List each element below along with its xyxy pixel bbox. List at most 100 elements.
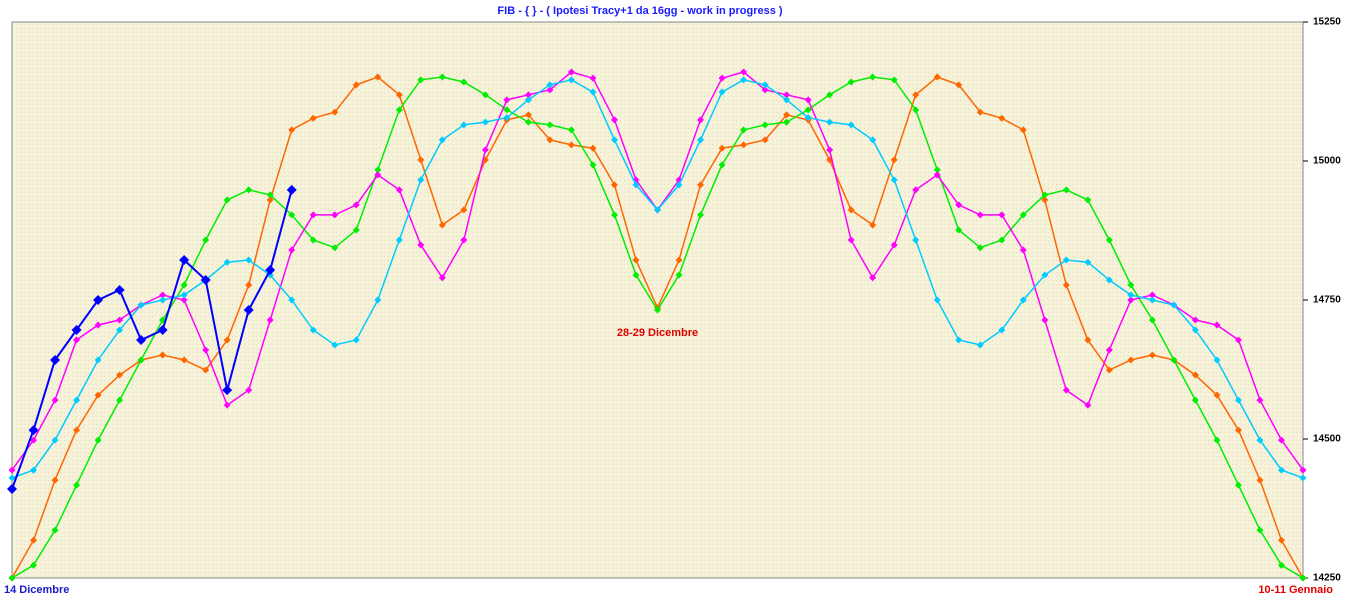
point-marker — [567, 141, 575, 149]
y-tick-label: 14250 — [1313, 573, 1341, 584]
point-marker — [783, 111, 791, 119]
point-marker — [697, 136, 705, 144]
point-marker — [654, 306, 661, 314]
point-marker — [1041, 271, 1049, 279]
point-marker — [1062, 256, 1070, 264]
point-marker — [1084, 401, 1092, 409]
point-marker — [589, 74, 597, 82]
point-marker — [718, 74, 726, 82]
point-marker — [697, 181, 705, 189]
point-marker — [1256, 526, 1264, 534]
point-marker — [697, 211, 705, 219]
point-marker — [847, 78, 855, 86]
point-marker — [309, 236, 317, 244]
point-marker — [675, 256, 683, 264]
point-marker — [740, 68, 748, 76]
y-tick-label: 15000 — [1313, 156, 1341, 167]
y-tick-label: 15250 — [1313, 17, 1341, 28]
point-marker — [869, 221, 877, 229]
point-marker — [93, 295, 104, 305]
point-marker — [632, 181, 640, 189]
point-marker — [804, 106, 812, 114]
point-marker — [1234, 396, 1242, 404]
point-marker — [50, 355, 61, 366]
point-marker — [460, 121, 468, 129]
point-marker — [288, 211, 296, 219]
point-marker — [1084, 258, 1092, 266]
point-marker — [761, 136, 769, 144]
point-marker — [417, 241, 425, 249]
point-marker — [460, 206, 468, 214]
point-marker — [417, 156, 425, 164]
point-marker — [395, 106, 403, 114]
plot-area — [11, 21, 1304, 579]
point-marker — [1299, 574, 1307, 582]
point-marker — [524, 91, 532, 99]
point-marker — [245, 186, 253, 194]
point-marker — [998, 114, 1006, 122]
point-marker — [223, 401, 231, 409]
point-marker — [7, 484, 17, 495]
point-marker — [159, 296, 167, 304]
point-marker — [567, 76, 575, 84]
point-marker — [223, 196, 231, 204]
point-marker — [740, 126, 748, 134]
point-marker — [847, 206, 855, 214]
point-marker — [524, 118, 532, 126]
point-marker — [180, 291, 188, 299]
point-marker — [395, 91, 403, 99]
point-marker — [740, 76, 748, 84]
point-marker — [159, 351, 167, 359]
point-marker — [460, 78, 468, 86]
point-marker — [610, 181, 618, 189]
point-marker — [589, 144, 597, 152]
series-line — [11, 189, 293, 490]
point-marker — [1256, 476, 1264, 484]
x-tick-label: 10-11 Gennaio — [1258, 584, 1333, 596]
point-marker — [309, 211, 317, 219]
point-marker — [374, 296, 382, 304]
point-marker — [826, 91, 834, 99]
point-marker — [137, 301, 145, 309]
point-marker — [374, 166, 382, 174]
point-marker — [654, 206, 661, 214]
point-marker — [180, 356, 188, 364]
point-marker — [890, 156, 898, 164]
point-marker — [826, 118, 834, 126]
point-marker — [1213, 321, 1221, 329]
point-marker — [976, 108, 984, 116]
point-marker — [1148, 296, 1156, 304]
point-marker — [1127, 291, 1135, 299]
x-tick-label: 14 Dicembre — [4, 584, 69, 596]
point-marker — [94, 321, 102, 329]
point-marker — [1019, 211, 1027, 219]
point-marker — [503, 96, 511, 104]
point-marker — [1148, 291, 1156, 299]
point-marker — [8, 474, 16, 482]
point-marker — [266, 191, 274, 199]
point-marker — [30, 436, 38, 444]
point-marker — [804, 96, 812, 104]
point-marker — [116, 316, 124, 324]
point-marker — [869, 136, 877, 144]
point-marker — [51, 396, 59, 404]
annotation: 28-29 Dicembre — [617, 327, 698, 339]
point-marker — [266, 316, 274, 324]
point-marker — [610, 136, 618, 144]
point-marker — [912, 236, 920, 244]
point-marker — [71, 325, 82, 336]
point-marker — [1019, 296, 1027, 304]
point-marker — [998, 326, 1006, 334]
point-marker — [955, 336, 963, 344]
point-marker — [179, 254, 190, 265]
point-marker — [73, 396, 81, 404]
point-marker — [1062, 281, 1070, 289]
point-marker — [438, 221, 446, 229]
point-marker — [73, 426, 81, 434]
point-marker — [524, 111, 532, 119]
point-marker — [804, 114, 812, 122]
point-marker — [1256, 436, 1264, 444]
point-marker — [116, 396, 124, 404]
point-marker — [675, 181, 683, 189]
point-marker — [998, 236, 1006, 244]
